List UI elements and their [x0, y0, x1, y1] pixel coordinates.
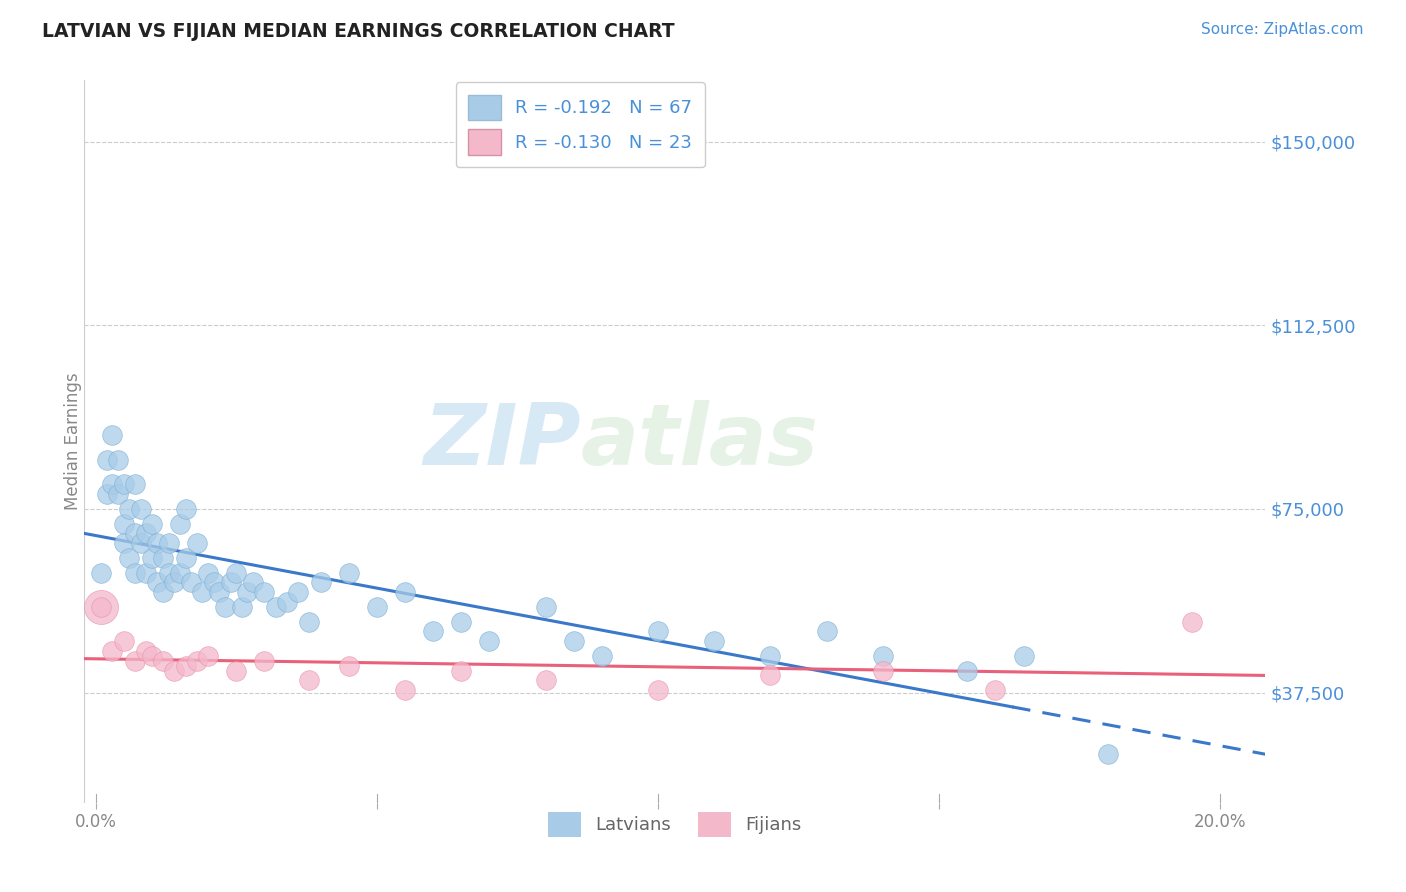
- Point: [163, 664, 186, 678]
- Point: [197, 648, 219, 663]
- Point: [647, 683, 669, 698]
- Point: [124, 654, 146, 668]
- Point: [163, 575, 186, 590]
- Point: [169, 566, 191, 580]
- Point: [591, 648, 613, 663]
- Point: [214, 599, 236, 614]
- Point: [180, 575, 202, 590]
- Point: [112, 634, 135, 648]
- Point: [534, 673, 557, 688]
- Point: [450, 615, 472, 629]
- Point: [309, 575, 332, 590]
- Point: [157, 566, 180, 580]
- Point: [815, 624, 838, 639]
- Point: [191, 585, 214, 599]
- Point: [208, 585, 231, 599]
- Point: [253, 654, 276, 668]
- Point: [287, 585, 309, 599]
- Point: [174, 658, 197, 673]
- Point: [157, 536, 180, 550]
- Point: [135, 566, 157, 580]
- Point: [956, 664, 979, 678]
- Point: [146, 536, 169, 550]
- Point: [450, 664, 472, 678]
- Point: [101, 477, 124, 491]
- Point: [478, 634, 501, 648]
- Point: [141, 550, 163, 565]
- Point: [647, 624, 669, 639]
- Point: [394, 683, 416, 698]
- Point: [101, 644, 124, 658]
- Point: [422, 624, 444, 639]
- Point: [337, 658, 360, 673]
- Point: [90, 599, 112, 614]
- Point: [146, 575, 169, 590]
- Point: [236, 585, 259, 599]
- Point: [298, 615, 321, 629]
- Point: [152, 550, 174, 565]
- Point: [152, 654, 174, 668]
- Point: [219, 575, 242, 590]
- Text: atlas: atlas: [581, 400, 818, 483]
- Point: [90, 599, 112, 614]
- Point: [107, 453, 129, 467]
- Point: [152, 585, 174, 599]
- Point: [112, 536, 135, 550]
- Point: [96, 487, 118, 501]
- Point: [118, 502, 141, 516]
- Point: [562, 634, 585, 648]
- Point: [264, 599, 287, 614]
- Point: [276, 595, 298, 609]
- Point: [101, 428, 124, 442]
- Point: [118, 550, 141, 565]
- Point: [124, 477, 146, 491]
- Point: [174, 550, 197, 565]
- Point: [107, 487, 129, 501]
- Point: [124, 566, 146, 580]
- Point: [872, 648, 894, 663]
- Point: [366, 599, 388, 614]
- Point: [129, 536, 152, 550]
- Point: [394, 585, 416, 599]
- Point: [984, 683, 1007, 698]
- Point: [1097, 747, 1119, 761]
- Point: [298, 673, 321, 688]
- Point: [534, 599, 557, 614]
- Text: ZIP: ZIP: [423, 400, 581, 483]
- Point: [174, 502, 197, 516]
- Point: [253, 585, 276, 599]
- Point: [96, 453, 118, 467]
- Point: [1012, 648, 1035, 663]
- Point: [169, 516, 191, 531]
- Legend: Latvians, Fijians: Latvians, Fijians: [541, 805, 808, 845]
- Point: [186, 536, 208, 550]
- Point: [135, 526, 157, 541]
- Point: [759, 668, 782, 682]
- Point: [112, 516, 135, 531]
- Point: [129, 502, 152, 516]
- Point: [90, 566, 112, 580]
- Point: [337, 566, 360, 580]
- Point: [124, 526, 146, 541]
- Point: [242, 575, 264, 590]
- Point: [186, 654, 208, 668]
- Text: Source: ZipAtlas.com: Source: ZipAtlas.com: [1201, 22, 1364, 37]
- Point: [225, 566, 247, 580]
- Point: [225, 664, 247, 678]
- Point: [231, 599, 253, 614]
- Y-axis label: Median Earnings: Median Earnings: [65, 373, 82, 510]
- Point: [202, 575, 225, 590]
- Point: [141, 648, 163, 663]
- Point: [1181, 615, 1204, 629]
- Point: [135, 644, 157, 658]
- Point: [112, 477, 135, 491]
- Point: [703, 634, 725, 648]
- Point: [197, 566, 219, 580]
- Point: [141, 516, 163, 531]
- Text: LATVIAN VS FIJIAN MEDIAN EARNINGS CORRELATION CHART: LATVIAN VS FIJIAN MEDIAN EARNINGS CORREL…: [42, 22, 675, 41]
- Point: [759, 648, 782, 663]
- Point: [872, 664, 894, 678]
